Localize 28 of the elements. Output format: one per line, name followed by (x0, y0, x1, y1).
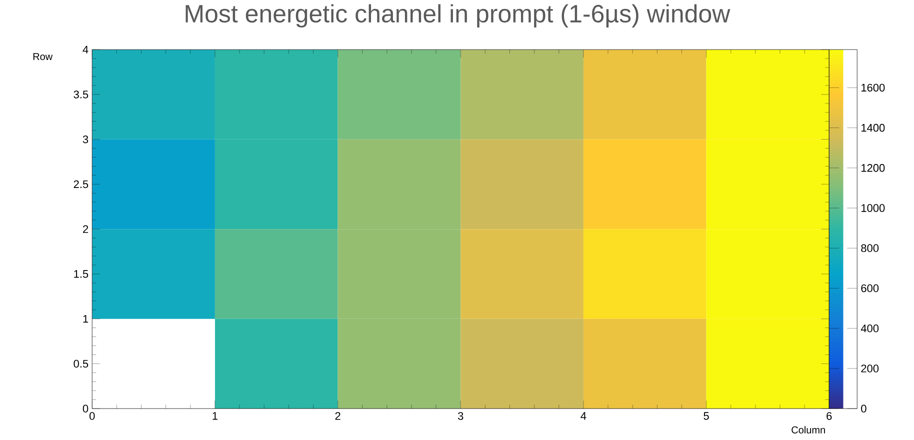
color-bar-label: 400 (860, 324, 879, 332)
x-tick-label: 5 (704, 412, 709, 420)
x-axis-title: Column (792, 426, 825, 434)
y-tick-label: 0.5 (74, 360, 88, 368)
y-tick-label: 1 (83, 315, 88, 323)
color-bar-label: 1600 (861, 84, 885, 92)
x-tick-label: 2 (335, 412, 340, 420)
y-tick-label: 1.5 (74, 270, 88, 278)
y-tick-label: 4 (82, 46, 88, 54)
y-tick-label: 0 (82, 404, 88, 412)
x-tick-label: 1 (212, 412, 218, 420)
y-tick-label: 2.5 (74, 180, 88, 188)
color-bar-label: 800 (861, 244, 879, 252)
x-tick-label: 6 (826, 412, 832, 420)
color-bar-label: 600 (861, 284, 879, 292)
color-bar-label: 1200 (861, 164, 885, 172)
y-tick-label: 2 (83, 225, 88, 233)
x-tick-label: 4 (580, 412, 586, 420)
color-bar-label: 200 (861, 364, 879, 372)
y-axis-title: Row (33, 53, 53, 60)
y-tick-label: 3.5 (74, 90, 88, 98)
color-bar-label: 1000 (861, 204, 885, 212)
color-bar-label: 1400 (861, 124, 885, 132)
chart-title: Most energetic channel in prompt (1-6µs) window (186, 4, 730, 28)
x-tick-label: 3 (458, 412, 464, 420)
color-bar-label: 0 (861, 404, 866, 412)
y-tick-label: 3 (82, 135, 88, 144)
x-tick-label: 0 (89, 412, 95, 420)
